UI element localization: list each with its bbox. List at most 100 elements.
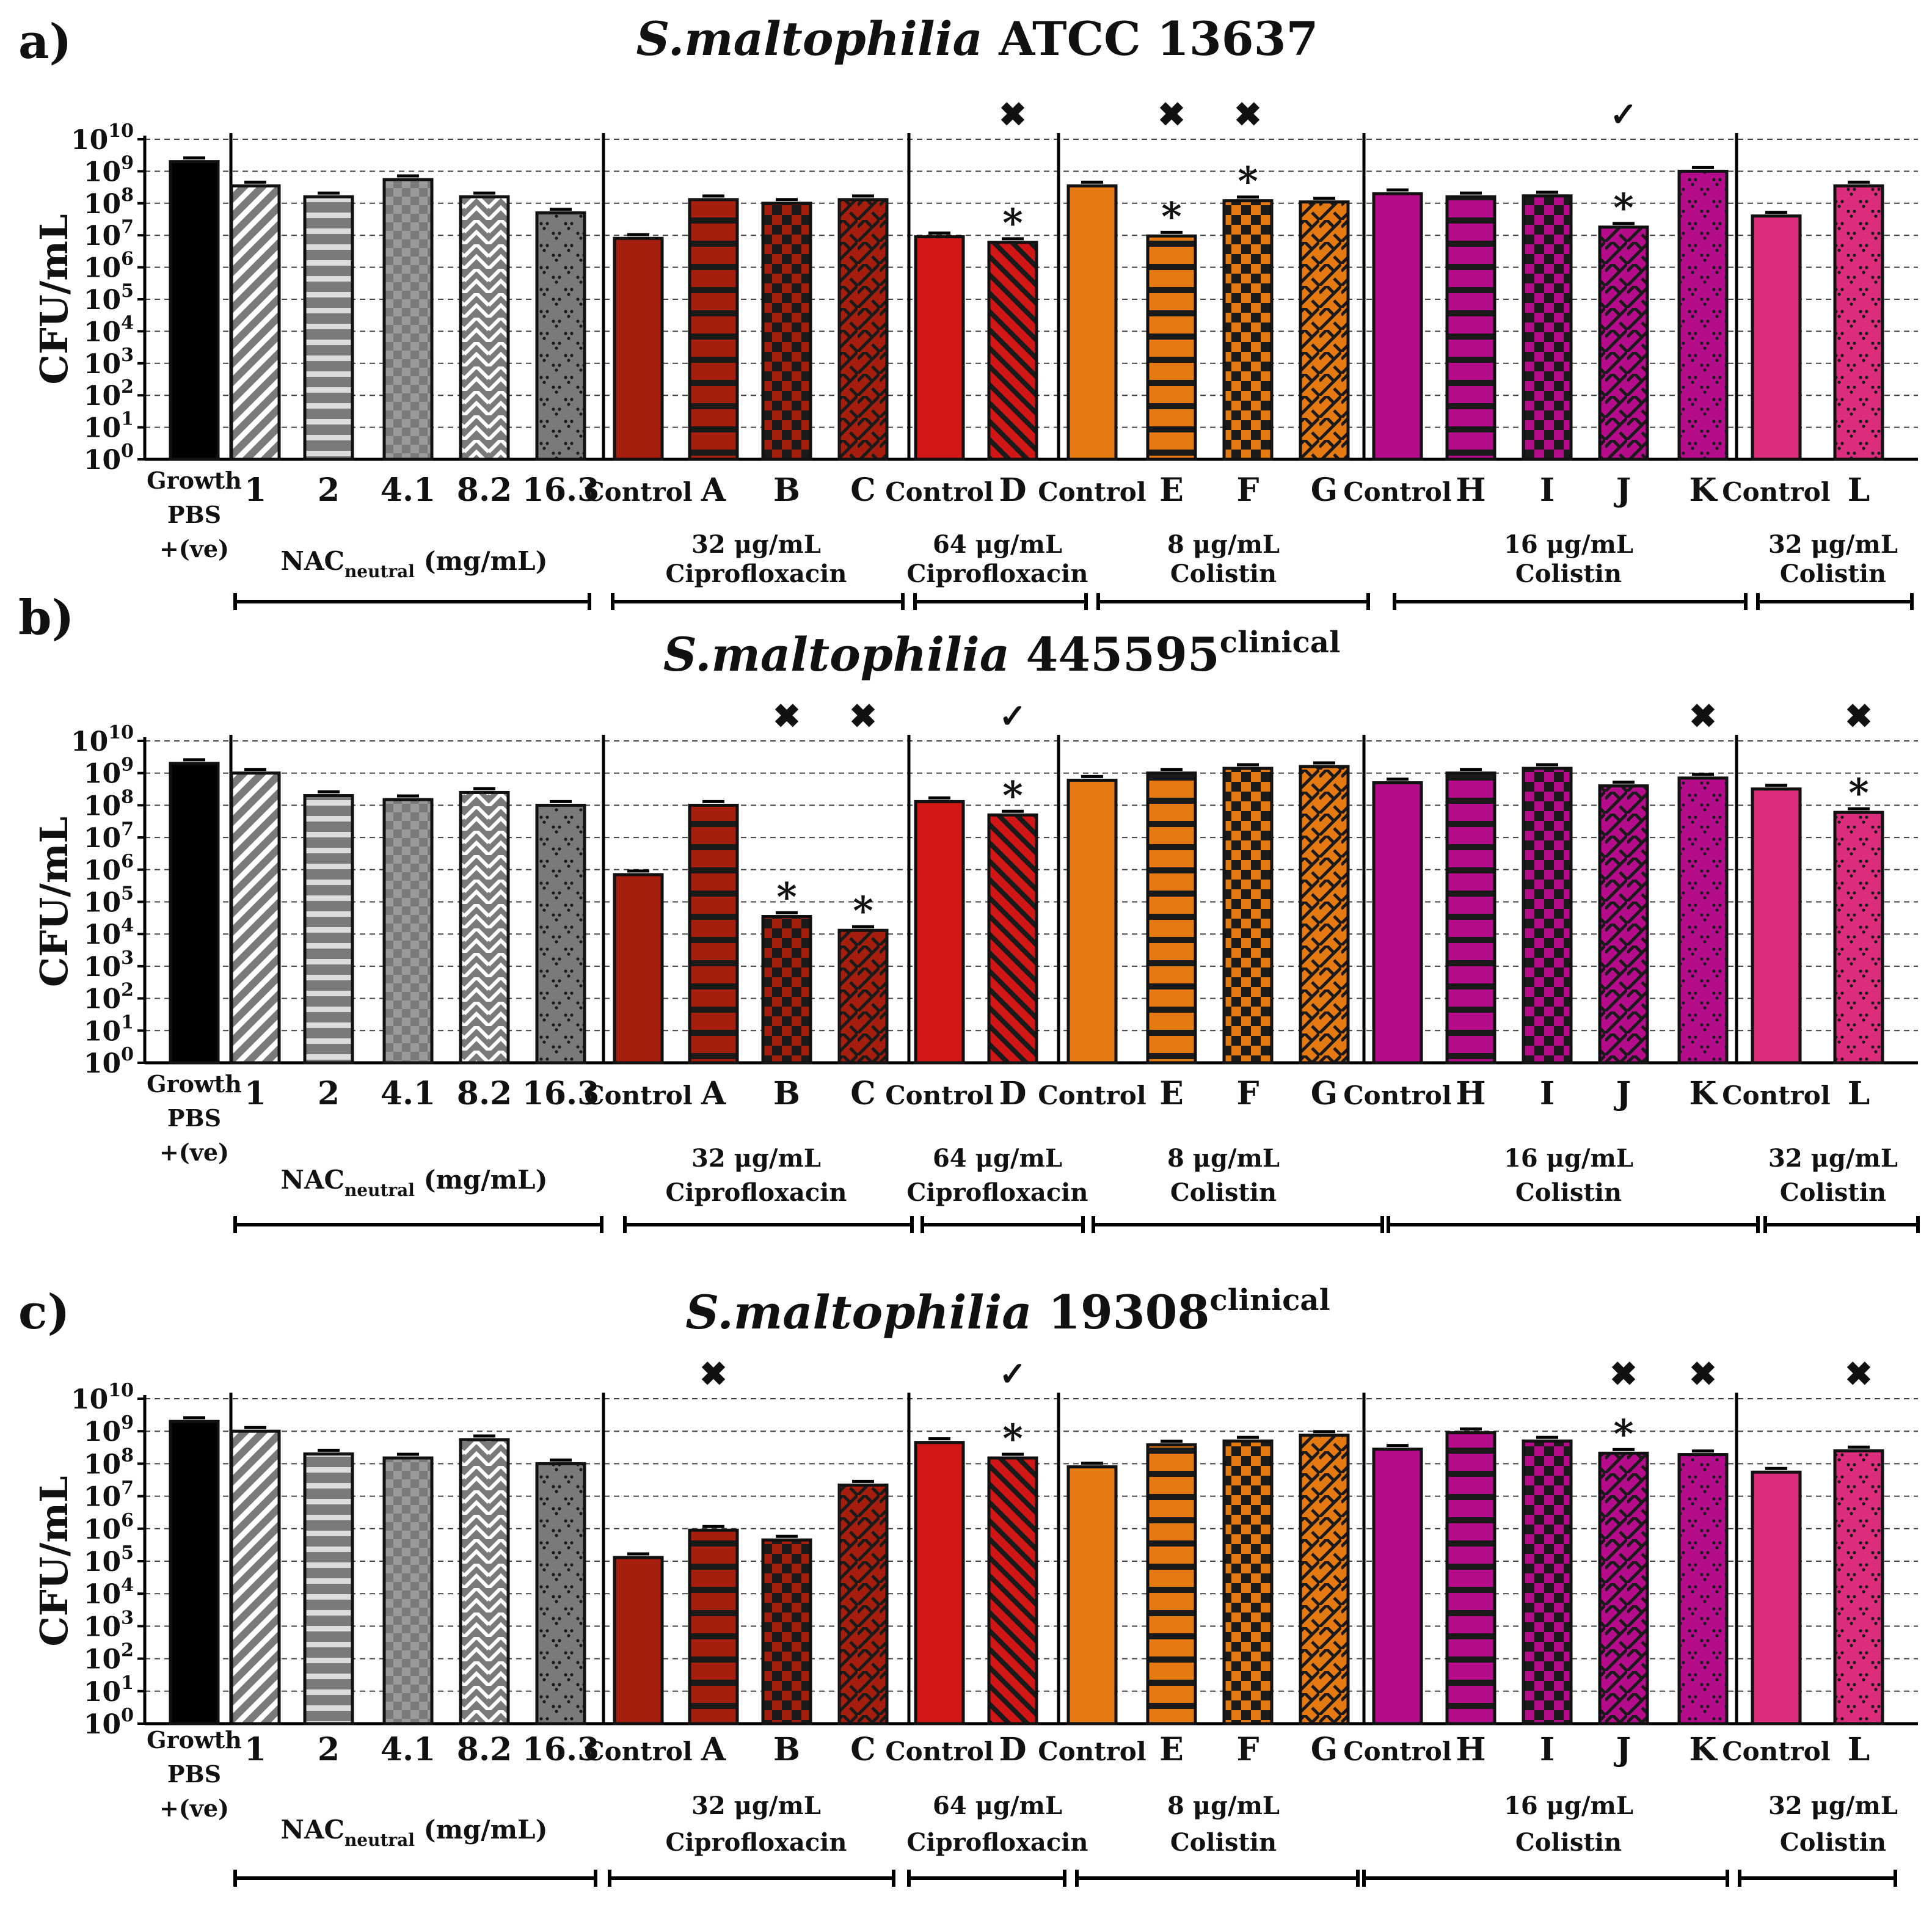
group-label-line1: 32 μg/mL (691, 530, 821, 559)
category-label: F (1237, 1731, 1259, 1768)
group-label: NACneutral (mg/mL) (281, 546, 548, 581)
group-label-line1: 32 μg/mL (691, 1791, 821, 1820)
significance-star: * (1161, 194, 1181, 239)
bar-6 (535, 803, 586, 1065)
category-label: Control (1343, 477, 1451, 507)
category-label: A (701, 472, 726, 509)
y-tick-label: 1010 (71, 722, 134, 757)
category-label: J (1614, 472, 1631, 509)
y-tick-label: 102 (84, 980, 134, 1015)
category-label: K (1689, 1075, 1718, 1112)
bar-1 (169, 160, 220, 461)
group-label-line2: Colistin (1780, 1178, 1886, 1207)
bar-1 (169, 1419, 220, 1725)
panel-label: c) (18, 1284, 70, 1340)
group-bracket (608, 1870, 895, 1887)
bar-19 (1522, 1439, 1573, 1725)
bar-5 (459, 195, 510, 461)
bar-6 (535, 211, 586, 461)
category-label: A (701, 1075, 726, 1112)
bar-4 (382, 798, 434, 1065)
category-label: Control (885, 1736, 993, 1766)
cross-icon: ✖ (1845, 1354, 1872, 1393)
bar-9 (761, 1538, 812, 1725)
significance-star: * (1848, 770, 1868, 816)
bar-11 (914, 235, 965, 461)
bar-13 (1066, 1465, 1118, 1725)
bar-9 (761, 915, 812, 1065)
bar-14 (1146, 234, 1197, 461)
group-bracket (913, 593, 1088, 610)
category-label: 8.2 (457, 472, 512, 509)
significance-star: * (1002, 773, 1023, 818)
category-label: Control (1722, 1736, 1830, 1766)
panel-label: b) (18, 590, 74, 646)
category-label: G (1311, 472, 1338, 509)
group-label-line1: 32 μg/mL (691, 1144, 821, 1173)
category-label: L (1848, 1731, 1870, 1768)
title-species: S.maltophilia (685, 1285, 1048, 1339)
category-label: Growth (147, 1070, 242, 1098)
category-label: Growth (147, 1726, 242, 1754)
bar-14 (1146, 1443, 1197, 1725)
category-label: H (1456, 472, 1485, 509)
category-label: K (1689, 1731, 1718, 1768)
title-strain: 19308 (1048, 1285, 1209, 1339)
bar-5 (459, 790, 510, 1065)
category-label: +(ve) (159, 1795, 229, 1822)
bar-18 (1445, 1431, 1496, 1725)
y-tick-label: 100 (84, 440, 134, 476)
bar-14 (1146, 771, 1197, 1065)
y-tick-label: 106 (84, 249, 134, 284)
bar-17 (1372, 192, 1423, 461)
category-label: E (1159, 1075, 1184, 1112)
category-label: L (1848, 472, 1870, 509)
group-label-line2: Colistin (1170, 1828, 1277, 1857)
category-label: +(ve) (159, 535, 229, 563)
category-label: D (999, 1731, 1026, 1768)
cross-icon: ✖ (1609, 1354, 1637, 1393)
category-label: PBS (167, 1104, 221, 1132)
cross-icon: ✖ (773, 696, 800, 735)
group-bracket (233, 1216, 603, 1233)
category-label: G (1311, 1075, 1338, 1112)
category-label: E (1159, 1731, 1184, 1768)
bar-11 (914, 800, 965, 1065)
category-label: J (1614, 1731, 1631, 1768)
significance-star: * (1613, 1411, 1633, 1457)
bar-12 (987, 813, 1038, 1065)
group-label-line1: 16 μg/mL (1504, 530, 1633, 559)
group-label-line2: Colistin (1170, 559, 1277, 588)
category-label: H (1456, 1731, 1485, 1768)
category-label: F (1237, 1075, 1259, 1112)
group-bracket (233, 1870, 597, 1887)
group-label-line2: Ciprofloxacin (907, 1178, 1088, 1207)
category-label: B (773, 1731, 800, 1768)
title-strain: 445595 (1026, 627, 1220, 682)
y-tick-label: 108 (84, 184, 134, 220)
category-label: 16.3 (522, 1731, 600, 1768)
y-tick-label: 108 (84, 1445, 134, 1480)
group-label-line2: Ciprofloxacin (666, 1828, 847, 1857)
group-label-line2: Colistin (1780, 559, 1886, 588)
category-label: 8.2 (457, 1731, 512, 1768)
group-label-line1: 32 μg/mL (1768, 1144, 1898, 1173)
category-label: Control (1038, 477, 1146, 507)
bar-7 (613, 1556, 664, 1725)
cross-icon: ✖ (999, 95, 1026, 134)
bar-3 (303, 195, 354, 461)
y-tick-label: 102 (84, 1640, 134, 1675)
category-label: 16.3 (522, 1075, 600, 1112)
y-tick-label: 101 (84, 1672, 134, 1708)
category-label: 4.1 (381, 1075, 436, 1112)
group-bracket (920, 1216, 1085, 1233)
cross-icon: ✖ (699, 1354, 727, 1393)
category-label: I (1540, 1075, 1555, 1112)
title-superscript: clinical (1220, 625, 1340, 660)
bar-18 (1445, 195, 1496, 461)
y-tick-label: 100 (84, 1705, 134, 1740)
category-label: Control (885, 1080, 993, 1110)
bar-11 (914, 1441, 965, 1725)
